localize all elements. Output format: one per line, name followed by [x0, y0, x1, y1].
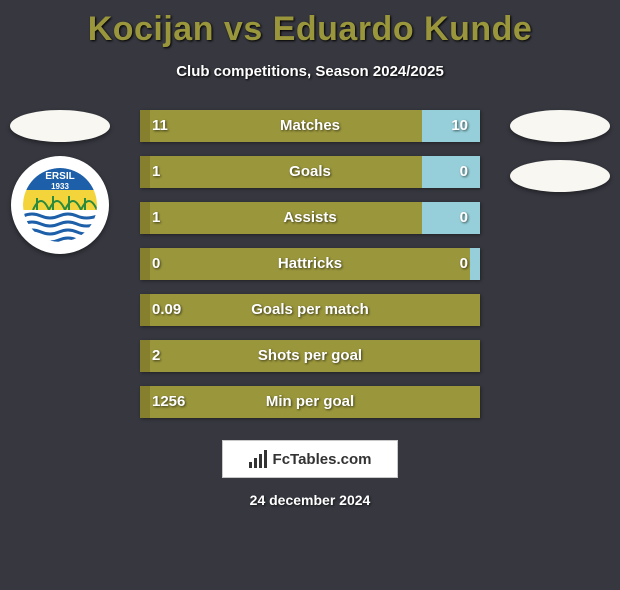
stat-label: Min per goal	[140, 386, 480, 418]
left-club-badge: ERSIL 1933	[11, 156, 109, 254]
stat-label: Goals	[140, 156, 480, 188]
stat-label: Hattricks	[140, 248, 480, 280]
right-player-column	[500, 110, 620, 192]
comparison-title: Kocijan vs Eduardo Kunde	[0, 10, 620, 49]
footer-brand-text: FcTables.com	[273, 451, 372, 468]
badge-top-text: ERSIL	[45, 171, 74, 182]
stat-row: 00Hattricks	[140, 248, 480, 280]
stats-bars: 1110Matches 10Goals 10Assists 00Hattricks 0.…	[140, 110, 480, 418]
stat-row: 1256Min per goal	[140, 386, 480, 418]
stat-row: 1110Matches	[140, 110, 480, 142]
stat-row: 2Shots per goal	[140, 340, 480, 372]
season-subtitle: Club competitions, Season 2024/2025	[0, 63, 620, 80]
stat-label: Goals per match	[140, 294, 480, 326]
content-area: ERSIL 1933 1110Matches10G	[0, 110, 620, 418]
fctables-logo[interactable]: FcTables.com	[222, 440, 398, 478]
stat-row: 10Assists	[140, 202, 480, 234]
chart-icon	[249, 450, 267, 468]
right-player-oval-2	[510, 160, 610, 192]
left-player-column: ERSIL 1933	[0, 110, 120, 254]
left-player-oval	[10, 110, 110, 142]
stat-label: Assists	[140, 202, 480, 234]
stat-row: 10Goals	[140, 156, 480, 188]
club-crest-icon: ERSIL 1933	[23, 168, 97, 242]
badge-year: 1933	[51, 182, 69, 191]
generation-date: 24 december 2024	[0, 492, 620, 508]
stat-label: Matches	[140, 110, 480, 142]
stat-row: 0.09Goals per match	[140, 294, 480, 326]
stat-label: Shots per goal	[140, 340, 480, 372]
right-player-oval-1	[510, 110, 610, 142]
